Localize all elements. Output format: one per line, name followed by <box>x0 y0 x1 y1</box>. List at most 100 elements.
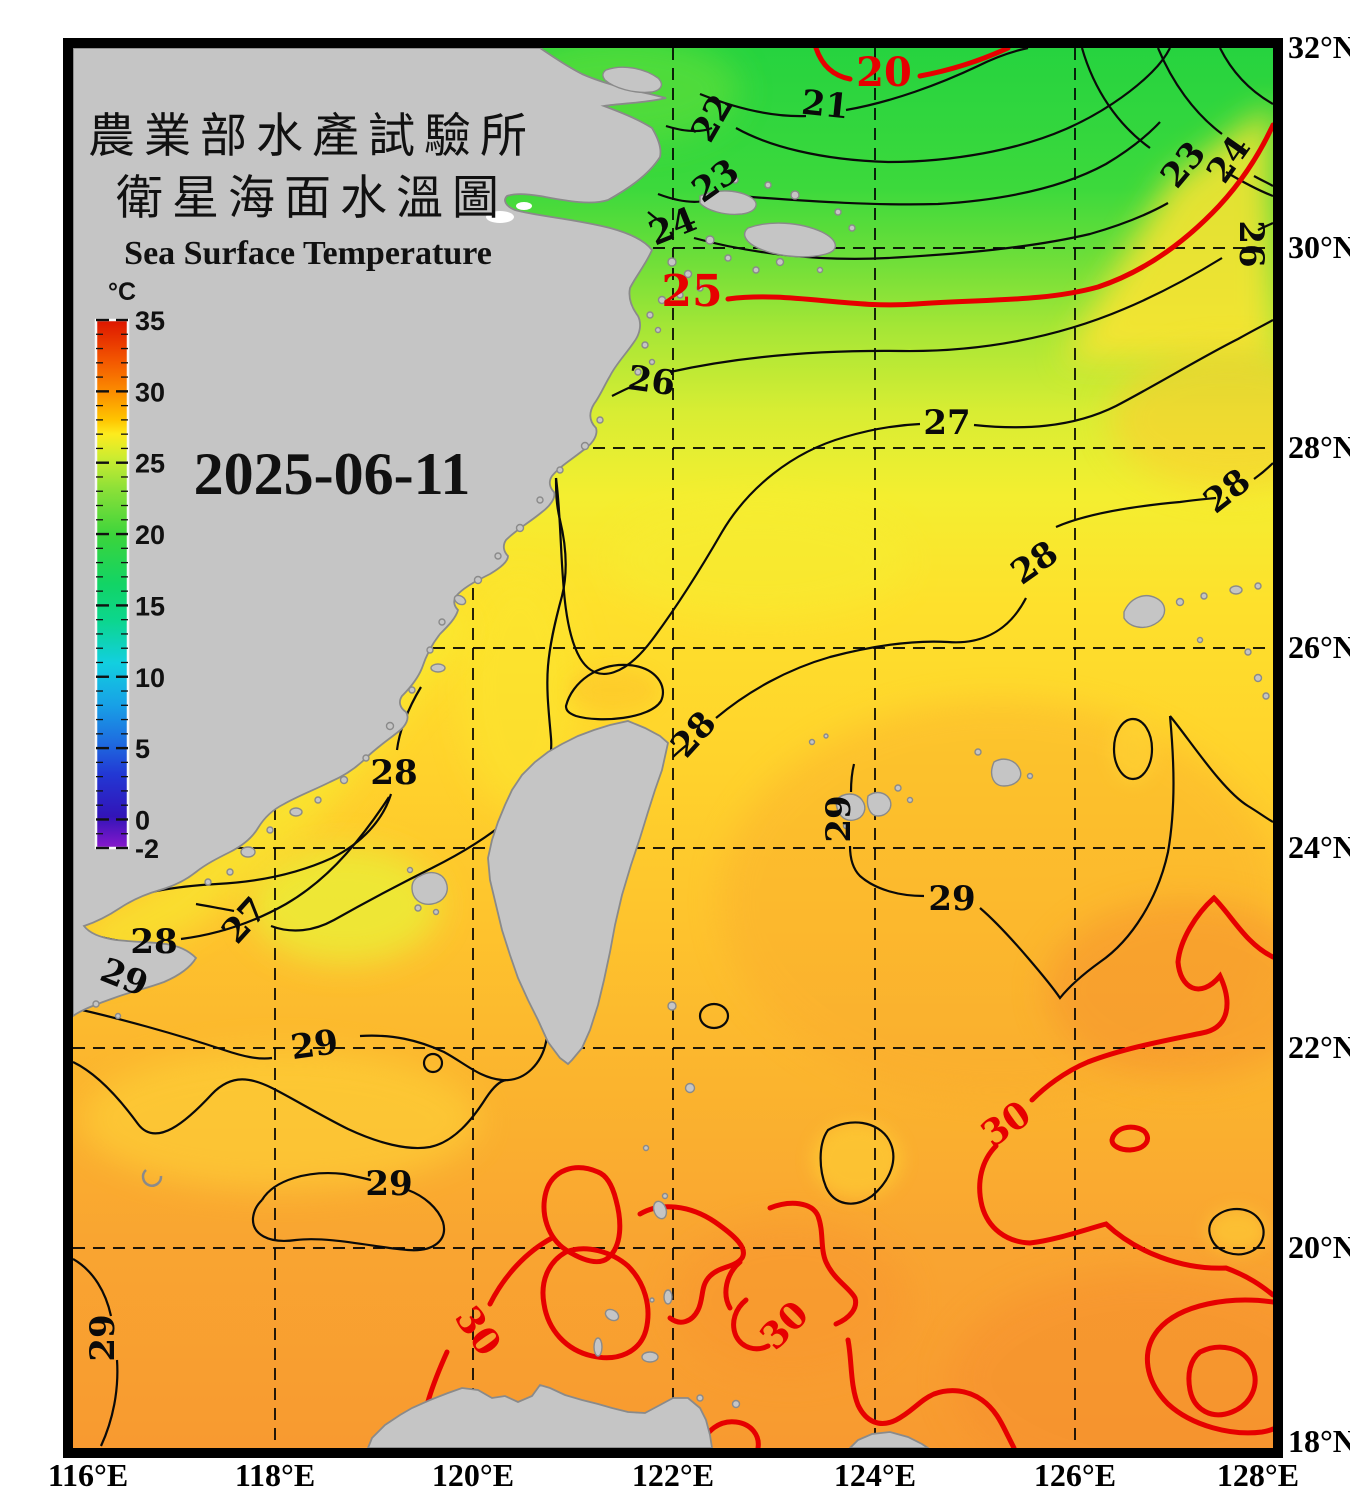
lon-tick-label: 124°E <box>834 1457 916 1493</box>
islet <box>775 257 785 267</box>
isotherm-26 <box>1257 222 1273 231</box>
luzon-island <box>367 1383 713 1448</box>
lat-tick-label: 30°N <box>1288 229 1350 265</box>
islet <box>634 368 642 376</box>
lon-tick-label: 116°E <box>48 1457 128 1493</box>
map-field: 20 21 22 23 24 23 24 25 26 26 27 28 28 2… <box>73 48 1273 1448</box>
lat-tick-label: 26°N <box>1288 629 1350 665</box>
isotherm-20-red <box>813 48 853 82</box>
islet <box>226 868 234 876</box>
islet <box>642 1144 650 1152</box>
islet <box>641 1351 659 1363</box>
islet <box>114 1012 122 1020</box>
islet <box>848 224 856 232</box>
lat-tick-label: 22°N <box>1288 1029 1350 1065</box>
islet <box>676 291 684 299</box>
islet <box>1196 636 1204 644</box>
contour-label: 29 <box>365 1164 412 1204</box>
isotherm-29-bl <box>100 1359 119 1447</box>
isotherm-30-red <box>977 1143 1273 1298</box>
isotherm-29-bl <box>73 1258 113 1317</box>
latitude-axis: 32°N 30°N 28°N 26°N 24°N 22°N 20°N 18°N <box>1288 29 1350 1459</box>
islet <box>667 257 677 267</box>
islet <box>604 1308 620 1322</box>
isotherm-30-red <box>1144 1297 1273 1436</box>
china-mainland <box>73 48 667 1018</box>
islet <box>646 311 654 319</box>
islet <box>385 721 395 731</box>
contour-label: 26 <box>1231 220 1271 267</box>
isotherm-30-red <box>540 1246 651 1361</box>
islet <box>696 1394 704 1402</box>
islet <box>596 416 604 424</box>
islet <box>473 575 483 585</box>
islet <box>654 326 662 334</box>
colorbar-gradient <box>94 318 130 850</box>
islet <box>816 266 824 274</box>
iriomote-island <box>835 793 866 821</box>
islet <box>1026 772 1034 780</box>
lon-tick-label: 126°E <box>1034 1457 1116 1493</box>
islet <box>432 908 440 916</box>
isotherm-30-red <box>723 1259 743 1311</box>
islet <box>842 822 850 830</box>
isotherm-29-loop <box>251 1188 446 1252</box>
islet <box>1262 692 1270 700</box>
isotherm-29-ring <box>1208 1207 1265 1256</box>
islet <box>731 1399 741 1409</box>
islet <box>515 523 525 533</box>
islet <box>438 618 446 626</box>
map-title-english: Sea Surface Temperature <box>124 235 492 272</box>
lon-tick-label: 128°E <box>1217 1457 1299 1493</box>
isotherm-21 <box>845 48 1029 112</box>
colorbar-tick-label: -2 <box>135 834 159 864</box>
islet <box>362 754 370 762</box>
cloud-patch <box>516 202 532 210</box>
isotherm-30-red <box>1109 1124 1150 1153</box>
islet <box>289 807 303 817</box>
isotherm-30-red <box>767 1200 859 1327</box>
cloud-patch <box>486 211 514 223</box>
senkaku-islet <box>823 733 829 739</box>
islet <box>974 748 982 756</box>
ishigaki-island <box>866 791 892 817</box>
islet <box>683 269 693 279</box>
isotherm-29-sw <box>73 1061 507 1150</box>
isotherm-23 <box>736 121 1161 206</box>
isotherm-22 <box>665 124 713 133</box>
dongsha-atoll <box>141 1169 163 1187</box>
senkaku-islet <box>808 738 816 746</box>
title-block: 農業部水產試驗所 衛星海面水溫圖 Sea Surface Temperature… <box>88 111 527 507</box>
colorbar-tick-label: 30 <box>135 377 165 407</box>
lon-tick-label: 118°E <box>235 1457 315 1493</box>
islet <box>696 284 704 292</box>
islet <box>790 190 800 200</box>
lat-tick-label: 24°N <box>1288 829 1350 865</box>
islet <box>641 341 649 349</box>
islet <box>649 1297 655 1303</box>
isotherm-30-red <box>1186 1344 1258 1418</box>
islet <box>1244 648 1252 656</box>
lat-tick-label: 18°N <box>1288 1423 1350 1459</box>
zhoushan-island <box>743 222 836 258</box>
contour-label: 21 <box>800 83 851 128</box>
isotherm-23-ne <box>1225 171 1273 198</box>
islet <box>204 878 212 886</box>
isotherm-29-east <box>979 715 1175 1000</box>
islet <box>556 466 564 474</box>
isotherm-30-red <box>541 1165 623 1265</box>
colorbar-tick-label: 5 <box>135 734 150 764</box>
isotherm-24 <box>647 211 662 223</box>
isotherms-red <box>418 48 1273 1448</box>
islet <box>731 176 739 184</box>
colorbar-ticks: 35 30 25 20 15 10 5 0-2 <box>96 306 165 864</box>
contour-label: 28 <box>130 922 177 962</box>
isotherm-28-east <box>1055 496 1217 529</box>
isotherm-23-ne <box>1080 48 1151 149</box>
isotherm-28-coast <box>180 796 390 941</box>
isotherm-24-ne <box>1156 48 1223 135</box>
islet <box>724 254 732 262</box>
colorbar-tick-label: 10 <box>135 663 165 693</box>
